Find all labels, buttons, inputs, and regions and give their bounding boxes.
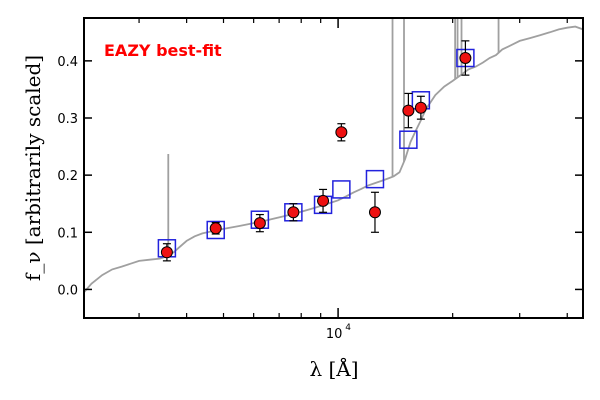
y-tick-label: 0.2 xyxy=(57,169,78,184)
x-axis-label: λ [Å] xyxy=(309,356,358,381)
model-point xyxy=(206,220,225,240)
model-point xyxy=(399,130,418,149)
model-point xyxy=(365,169,385,189)
y-tick-label: 0.0 xyxy=(57,283,78,298)
plot-frame xyxy=(83,17,584,319)
sed-curve xyxy=(83,25,584,293)
observed-point xyxy=(317,194,330,207)
observed-point xyxy=(253,217,266,230)
model-point xyxy=(332,180,351,199)
observed-point xyxy=(414,101,427,114)
observed-point xyxy=(160,246,173,259)
observed-point xyxy=(402,104,415,117)
annotation-label: EAZY best-fit xyxy=(104,41,222,60)
x-tick-label-exponent: 4 xyxy=(345,323,351,333)
y-tick-label: 0.1 xyxy=(57,226,78,241)
ticks-layer: 0.0 0.1 0.2 0.3 0.4 10 4 xyxy=(57,18,583,342)
y-tick-label: 0.3 xyxy=(57,112,78,127)
observed-point xyxy=(368,206,381,219)
x-tick-label: 10 xyxy=(326,327,343,342)
observed-point xyxy=(459,52,472,64)
sed-layer xyxy=(83,18,584,293)
y-tick-label: 0.4 xyxy=(57,55,78,70)
y-axis-label: f_ν [arbitrarily scaled] xyxy=(21,55,45,281)
observed-point xyxy=(287,206,300,219)
marks-layer xyxy=(157,40,475,262)
observed-point xyxy=(335,126,348,139)
observed-point xyxy=(209,222,222,235)
